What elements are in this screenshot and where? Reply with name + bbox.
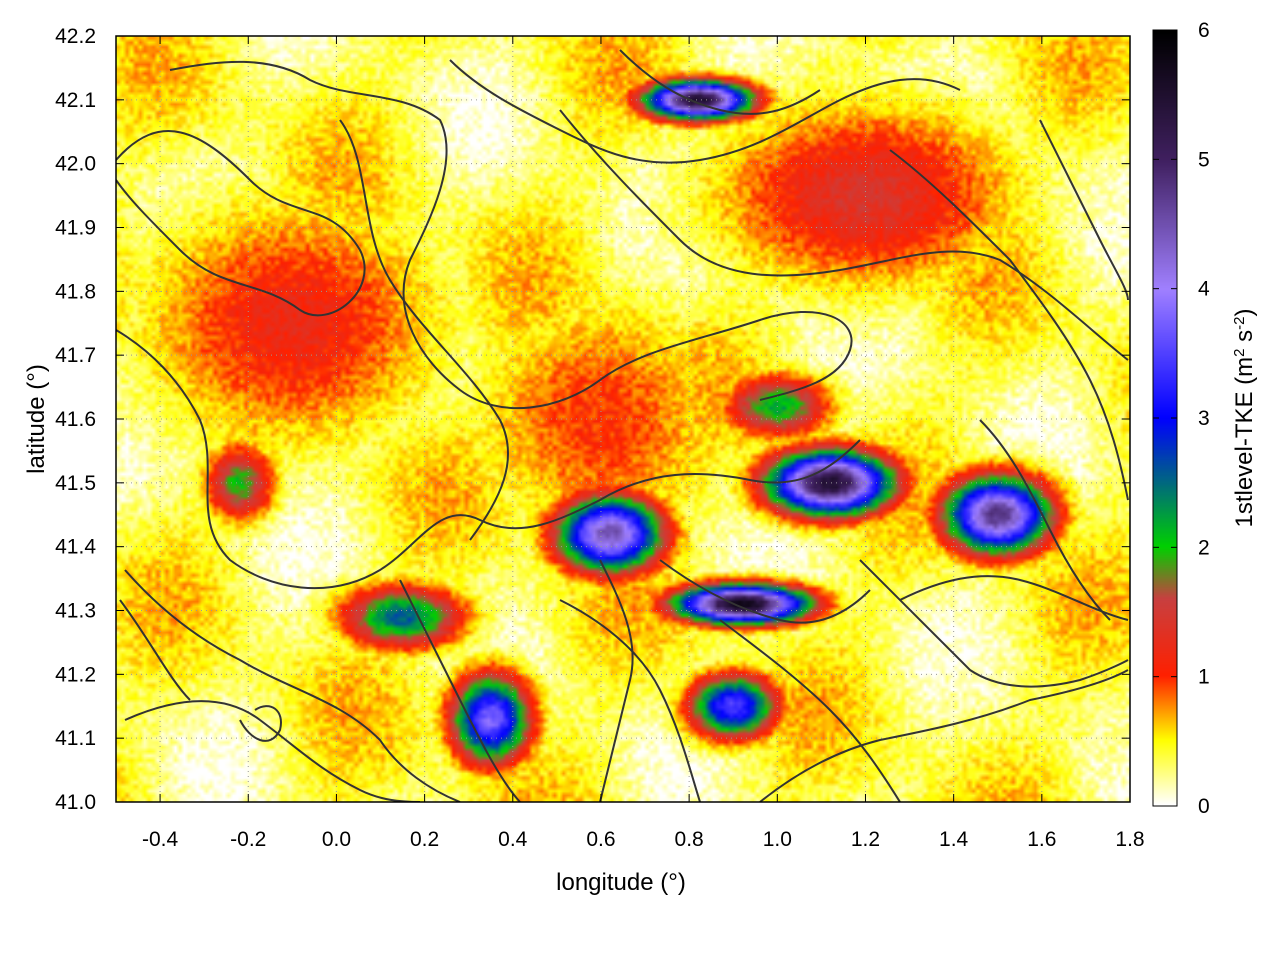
x-tick-label: 0.6 (586, 828, 615, 851)
topography-contours (116, 49, 1129, 802)
contour-line (759, 669, 1129, 802)
colorbar-tick-label: 2 (1198, 536, 1210, 559)
x-tick-label: 0.2 (410, 828, 439, 851)
contour-line (899, 575, 1129, 621)
x-tick-label: 1.6 (1027, 828, 1056, 851)
contour-line (119, 599, 191, 701)
contour-line (339, 119, 509, 541)
contour-line (979, 419, 1111, 621)
y-axis: 41.0 41.1 41.2 41.3 41.4 41.5 41.6 41.7 41.8 41.9… (55, 25, 1130, 814)
colorbar-tick-label: 1 (1198, 666, 1210, 689)
y-tick-label: 41.5 (55, 472, 96, 495)
x-tick-label: 1.2 (851, 828, 880, 851)
y-axis-title: latitude (°) (23, 364, 50, 474)
contour-line (599, 559, 634, 802)
y-tick-label: 42.1 (55, 89, 96, 112)
y-tick-label: 42.0 (55, 153, 96, 176)
x-tick-label: 1.4 (939, 828, 969, 851)
colorbar-ticks: 0 1 2 3 4 5 6 (1153, 19, 1210, 818)
contour-line (559, 599, 701, 802)
contour-line (859, 559, 1129, 688)
x-tick-label: 1.0 (763, 828, 792, 851)
contour-line (659, 559, 871, 624)
y-tick-label: 42.2 (55, 25, 96, 48)
y-tick-label: 41.9 (55, 217, 96, 240)
x-tick-label: 0.0 (322, 828, 351, 851)
contour-line (239, 705, 282, 742)
x-axis-title: longitude (°) (556, 869, 686, 896)
contour-line (124, 569, 461, 802)
colorbar-tick-label: 6 (1198, 19, 1210, 42)
contour-line (719, 619, 901, 802)
contour-line (559, 109, 1129, 361)
contour-line (399, 579, 521, 802)
heatmap-image (116, 36, 1130, 802)
y-tick-label: 41.4 (55, 536, 96, 559)
contour-line (124, 700, 421, 802)
heatmap-field (116, 36, 1130, 802)
contour-line (619, 49, 821, 115)
y-tick-label: 41.0 (55, 791, 96, 814)
y-tick-label: 41.7 (55, 344, 96, 367)
colorbar-tick-label: 3 (1198, 407, 1210, 430)
colorbar-title-mid: s (1231, 330, 1258, 349)
colorbar-title-end: ) (1231, 308, 1258, 316)
grid-lines (116, 36, 1130, 802)
y-tick-label: 41.6 (55, 408, 96, 431)
contour-line (889, 149, 1129, 501)
colorbar-tick-label: 5 (1198, 148, 1210, 171)
x-tick-label: -0.4 (142, 828, 179, 851)
colorbar-title-main: 1stlevel-TKE (m (1231, 357, 1258, 528)
x-tick-label: 0.4 (498, 828, 528, 851)
y-tick-label: 41.1 (55, 727, 96, 750)
x-tick-label: 0.8 (675, 828, 704, 851)
colorbar-tick-label: 4 (1198, 278, 1210, 301)
contour-line (449, 59, 961, 164)
y-tick-label: 41.3 (55, 600, 96, 623)
colorbar-tick-label: 0 (1198, 795, 1210, 818)
contour-line (116, 329, 861, 590)
x-axis: -0.4 -0.2 0.0 0.2 0.4 0.6 0.8 1.0 1.2 1.4 1.6 1.8 (142, 36, 1145, 851)
colorbar-title-sup1: 2 (1231, 348, 1248, 356)
contour-line (116, 130, 366, 317)
colorbar-title: 1stlevel-TKE (m2 s-2) (1231, 308, 1259, 527)
x-tick-label: -0.2 (230, 828, 266, 851)
colorbar-title-sup2: -2 (1231, 316, 1248, 329)
contour-line (169, 60, 853, 410)
y-tick-label: 41.8 (55, 280, 96, 303)
x-tick-label: 1.8 (1115, 828, 1144, 851)
contour-line (1039, 119, 1129, 301)
y-tick-label: 41.2 (55, 663, 96, 686)
